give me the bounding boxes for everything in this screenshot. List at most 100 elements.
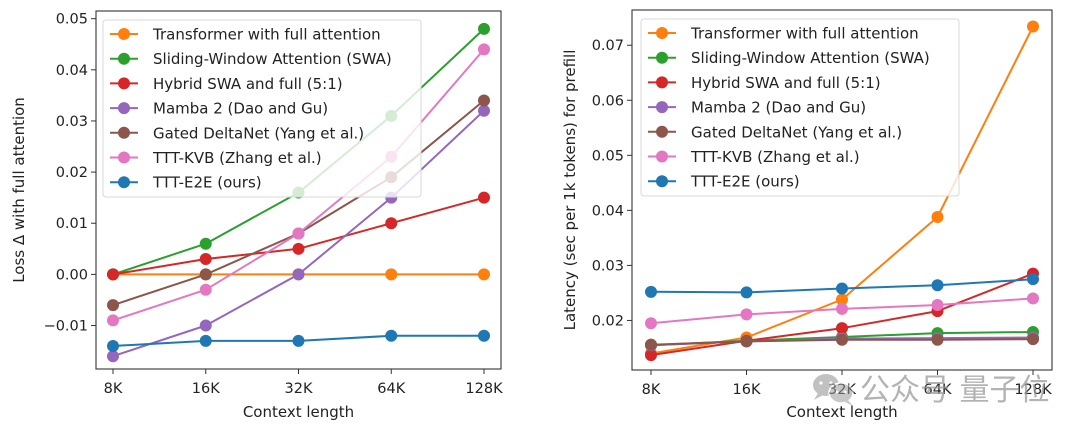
legend-label: TTT-E2E (ours): [152, 174, 262, 192]
data-point: [107, 268, 119, 281]
data-point: [931, 299, 944, 312]
x-tick-label: 8K: [104, 381, 123, 397]
data-point: [478, 268, 490, 281]
data-point: [836, 293, 848, 306]
legend-item: Transformer with full attention: [648, 25, 919, 43]
legend-item: Sliding-Window Attention (SWA): [110, 50, 392, 68]
data-point: [1027, 273, 1039, 286]
latency-chart-y-axis-label: Latency (sec per 1k tokens) for prefill: [561, 50, 579, 331]
data-point: [740, 308, 753, 321]
series-gated-deltanet-yang-et-al: [645, 333, 1039, 351]
y-tick-label: 0.05: [592, 148, 624, 164]
latency-chart-series: [645, 20, 1039, 362]
legend-item: TTT-E2E (ours): [110, 174, 262, 192]
legend-item: TTT-KVB (Zhang et al.): [648, 148, 860, 166]
data-point: [292, 242, 305, 255]
legend-marker: [118, 126, 130, 139]
legend-marker: [656, 101, 668, 114]
legend-item: Hybrid SWA and full (5:1): [110, 75, 343, 93]
data-point: [385, 268, 398, 281]
data-point: [478, 329, 490, 342]
legend-item: TTT-KVB (Zhang et al.): [110, 149, 322, 167]
data-point: [645, 285, 657, 298]
y-tick-label: 0.07: [592, 38, 624, 54]
series-ttt-kvb-zhang-et-al: [645, 292, 1039, 330]
legend-item: Mamba 2 (Dao and Gu): [648, 99, 866, 117]
y-tick-label: 0.02: [56, 165, 88, 181]
data-point: [199, 283, 212, 296]
x-tick-label: 8K: [642, 382, 661, 398]
legend-label: Sliding-Window Attention (SWA): [153, 50, 392, 68]
data-point: [740, 286, 753, 299]
loss-chart-y-ticks: −0.01 0.00 0.01 0.02 0.03 0.04 0.05: [44, 12, 96, 335]
data-point: [740, 335, 753, 348]
legend-label: TTT-KVB (Zhang et al.): [690, 148, 860, 166]
latency-chart-legend: Transformer with full attention Sliding-W…: [640, 18, 960, 197]
y-tick-label: 0.01: [56, 216, 88, 232]
y-tick-label: 0.04: [592, 203, 624, 219]
legend-label: Transformer with full attention: [152, 26, 381, 44]
legend-marker: [118, 77, 130, 90]
legend-label: Gated DeltaNet (Yang et al.): [153, 124, 364, 142]
data-point: [478, 104, 490, 117]
data-point: [478, 94, 490, 107]
legend-marker: [118, 151, 130, 164]
legend-label: Transformer with full attention: [690, 25, 919, 43]
legend-box: [102, 19, 422, 198]
legend-marker: [118, 28, 130, 40]
loss-chart-legend: Transformer with full attention Sliding-W…: [102, 19, 422, 198]
legend-marker: [118, 176, 130, 189]
data-point: [385, 217, 398, 230]
data-point: [292, 227, 305, 240]
y-tick-label: 0.04: [56, 63, 88, 79]
data-point: [1027, 333, 1039, 346]
legend-marker: [656, 51, 668, 64]
legend-label: TTT-E2E (ours): [690, 173, 800, 191]
data-point: [931, 279, 944, 292]
x-tick-label: 128K: [465, 381, 503, 397]
legend-marker: [118, 52, 130, 65]
y-tick-label: −0.01: [44, 319, 88, 335]
data-point: [836, 333, 848, 346]
legend-marker: [656, 175, 668, 188]
data-point: [199, 253, 212, 266]
data-point: [836, 322, 848, 335]
legend-item: Mamba 2 (Dao and Gu): [110, 100, 328, 118]
latency-chart: 0.020.030.040.050.060.07 8K16K32K64K128K…: [561, 9, 1053, 421]
data-point: [199, 319, 212, 332]
data-point: [1027, 20, 1039, 33]
data-point: [836, 282, 848, 295]
x-tick-label: 64K: [377, 381, 405, 397]
legend-label: Gated DeltaNet (Yang et al.): [691, 123, 902, 141]
watermark: 公众号 量子位: [813, 373, 1050, 408]
data-point: [478, 22, 490, 35]
legend-label: Mamba 2 (Dao and Gu): [691, 99, 866, 117]
legend-marker: [656, 125, 668, 138]
y-tick-label: 0.05: [56, 12, 88, 28]
data-point: [292, 334, 305, 347]
x-tick-label: 64K: [924, 382, 952, 398]
data-point: [1027, 292, 1039, 305]
legend-label: Hybrid SWA and full (5:1): [691, 74, 881, 92]
loss-chart-y-axis-label: Loss Δ with full attention: [10, 97, 28, 283]
data-point: [645, 349, 657, 362]
latency-chart-y-ticks: 0.02 0.03 0.04 0.05 0.06 0.07: [592, 38, 632, 329]
data-point: [478, 191, 490, 204]
legend-label: Hybrid SWA and full (5:1): [153, 75, 343, 93]
wechat-icon: [813, 374, 854, 406]
y-tick-label: 0.03: [592, 258, 624, 274]
legend-label: Sliding-Window Attention (SWA): [691, 49, 930, 67]
data-point: [107, 350, 119, 363]
legend-label: TTT-KVB (Zhang et al.): [152, 149, 322, 167]
legend-marker: [656, 150, 668, 163]
data-point: [107, 314, 119, 327]
legend-item: Hybrid SWA and full (5:1): [648, 74, 881, 92]
data-point: [199, 268, 212, 281]
x-tick-label: 128K: [1014, 382, 1052, 398]
loss-chart: −0.01 0.00 0.01 0.02 0.03 0.04 0.05 8K 16K 32K 64…: [10, 10, 503, 421]
data-point: [478, 43, 490, 56]
latency-chart-x-axis-label: Context length: [786, 403, 897, 421]
x-tick-label: 16K: [192, 381, 220, 397]
data-point: [107, 339, 119, 352]
